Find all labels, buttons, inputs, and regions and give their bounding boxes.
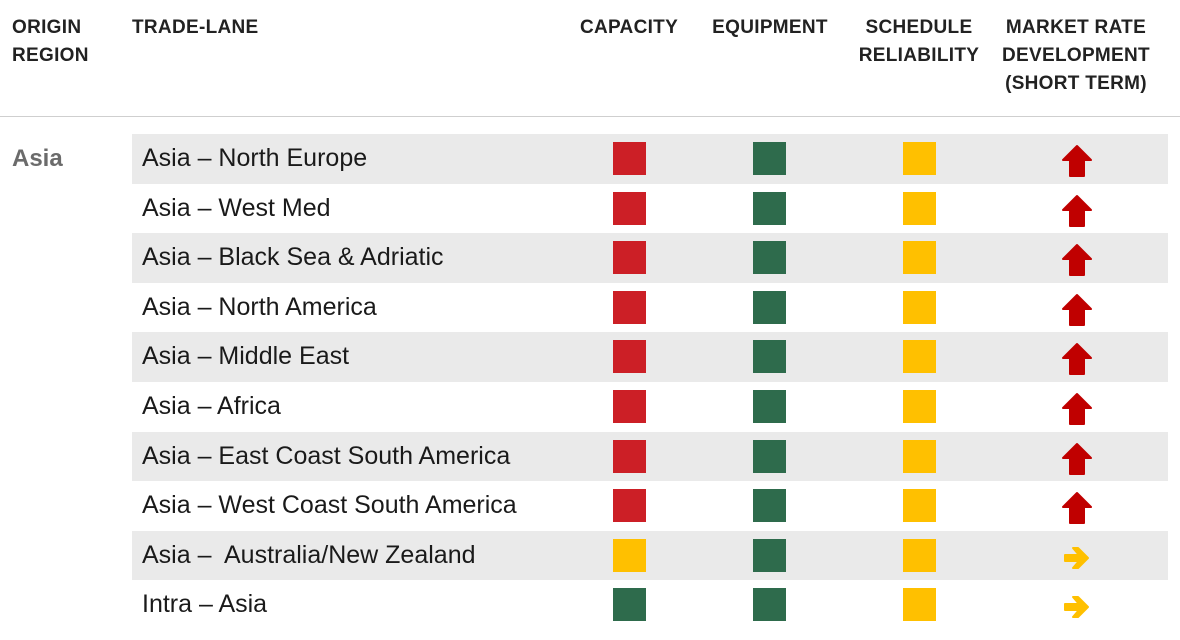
table-row: Intra – Asia	[132, 580, 1168, 630]
schedule-status-indicator	[903, 290, 936, 324]
schedule-status-indicator	[903, 489, 936, 523]
trade-lane-label: Asia – East Coast South America	[142, 441, 511, 470]
table-row: Asia – West Med	[132, 184, 1168, 234]
equipment-status-indicator	[753, 588, 786, 622]
right-arrow-icon	[1064, 546, 1089, 569]
up-arrow-icon	[1062, 194, 1092, 227]
table-row: Asia – Africa	[132, 382, 1168, 432]
equipment-status-indicator	[753, 389, 786, 423]
trade-lane-label: Asia – North Europe	[142, 144, 368, 172]
table-row: Asia – Australia/New Zealand	[132, 530, 1168, 581]
schedule-status-indicator	[903, 588, 936, 622]
capacity-status-indicator	[613, 142, 646, 175]
schedule-status-indicator	[903, 538, 936, 572]
equipment-status-indicator	[753, 290, 786, 324]
capacity-status-indicator	[613, 241, 646, 275]
table-row: Asia – East Coast South America	[132, 431, 1168, 482]
equipment-status-indicator	[753, 340, 786, 374]
equipment-status-indicator	[753, 538, 786, 572]
trade-lane-label: Asia – Middle East	[142, 342, 350, 371]
capacity-header: CAPACITY	[579, 17, 679, 38]
schedule-status-indicator	[903, 340, 936, 374]
schedule-status-indicator	[903, 439, 936, 473]
capacity-status-indicator	[613, 538, 646, 572]
header-divider	[0, 116, 1180, 117]
equipment-status-indicator	[753, 241, 786, 275]
table-row: Asia – Black Sea & Adriatic	[132, 233, 1168, 283]
capacity-status-indicator	[613, 389, 646, 423]
market-rate-header: MARKET RATE DEVELOPMENT (SHORT TERM)	[1002, 17, 1150, 94]
up-arrow-icon	[1062, 244, 1092, 277]
up-arrow-icon	[1062, 343, 1092, 376]
capacity-status-indicator	[613, 489, 646, 523]
trade-lane-label: Asia – Australia/New Zealand	[142, 540, 476, 569]
schedule-status-indicator	[903, 389, 936, 423]
trade-lane-label: Intra – Asia	[142, 590, 268, 619]
capacity-status-indicator	[613, 588, 646, 622]
table-row: Asia – Middle East	[132, 332, 1168, 382]
equipment-status-indicator	[753, 489, 786, 523]
schedule-status-indicator	[903, 241, 936, 275]
right-arrow-icon	[1064, 596, 1089, 619]
equipment-header: EQUIPMENT	[712, 17, 828, 38]
up-arrow-icon	[1062, 492, 1092, 525]
capacity-status-indicator	[613, 290, 646, 324]
table-row: Asia – North America	[132, 283, 1168, 333]
capacity-status-indicator	[613, 439, 646, 473]
trade-lane-label: Asia – West Med	[142, 193, 331, 222]
up-arrow-icon	[1062, 442, 1092, 475]
up-arrow-icon	[1062, 392, 1092, 425]
capacity-status-indicator	[613, 340, 646, 374]
table-row: Asia – North Europe	[132, 134, 1168, 184]
equipment-status-indicator	[753, 191, 786, 225]
trade-lane-label: Asia – West Coast South America	[142, 491, 517, 520]
trade-lane-header: TRADE-LANE	[132, 17, 259, 38]
table-row: Asia – West Coast South America	[132, 481, 1168, 531]
schedule-reliability-header: SCHEDULE RELIABILITY	[858, 17, 980, 66]
equipment-status-indicator	[753, 439, 786, 473]
schedule-status-indicator	[903, 191, 936, 225]
origin-region-header: ORIGIN REGION	[12, 17, 89, 66]
up-arrow-icon	[1062, 145, 1092, 177]
trade-lane-label: Asia – North America	[142, 292, 377, 321]
trade-lane-label: Asia – Black Sea & Adriatic	[142, 243, 444, 272]
trade-lane-table: Asia – North Europe Asia – West Med Asia –…	[132, 134, 1168, 630]
origin-region-label: Asia	[12, 145, 63, 172]
capacity-status-indicator	[613, 191, 646, 225]
equipment-status-indicator	[753, 142, 786, 175]
schedule-status-indicator	[903, 142, 936, 175]
trade-lane-label: Asia – Africa	[142, 391, 281, 420]
up-arrow-icon	[1062, 293, 1092, 326]
